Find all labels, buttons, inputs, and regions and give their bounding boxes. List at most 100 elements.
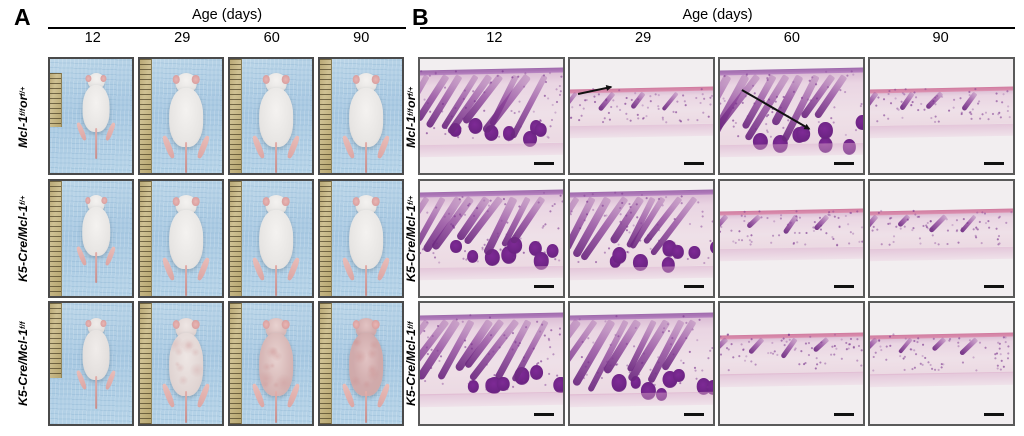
panel-a-row-label-2: K5-Cre/Mcl-1 f/f [15, 321, 30, 407]
mouse-ear [84, 197, 91, 205]
scale-bar [684, 413, 704, 416]
nuclei-speckle [720, 181, 863, 296]
panel-a-header: Age (days) 12 29 60 90 [48, 8, 406, 46]
subcutaneous-layer [720, 142, 863, 158]
panel-b-column-label-12: 12 [486, 30, 503, 46]
mouse-subject [339, 193, 392, 296]
scale-bar [534, 162, 554, 165]
mouse-tail [94, 128, 98, 159]
mouse-photo-tile [138, 57, 224, 175]
mouse-ear [372, 319, 380, 330]
mouse-ear [352, 74, 360, 84]
mouse-photo-tile [228, 301, 314, 426]
ruler-strip [320, 181, 332, 296]
panel-a-row-label-0: Mcl-1 f/f or f/+ [15, 86, 30, 148]
nuclei-speckle [870, 181, 1013, 296]
mouse-tail [94, 376, 98, 409]
panel-b-column-label-60: 60 [783, 30, 800, 46]
panel-b-header-rule [420, 26, 1015, 29]
nuclei-speckle [870, 59, 1013, 173]
histology-tile [568, 301, 715, 426]
ruler-strip [320, 303, 332, 424]
mouse-tail [184, 390, 188, 424]
mouse-subject [249, 193, 302, 296]
mouse-subject [249, 316, 302, 424]
scale-bar [534, 413, 554, 416]
ruler-strip [320, 59, 332, 173]
ruler-strip [140, 303, 152, 424]
scale-bar [834, 285, 854, 288]
mouse-subject [339, 316, 392, 424]
panel-a-column-label-29: 29 [174, 30, 191, 46]
histology-tile [718, 179, 865, 298]
ruler-strip [50, 303, 62, 379]
histology-tile [418, 179, 565, 298]
ruler-strip [50, 181, 62, 296]
subcutaneous-layer [420, 265, 563, 280]
mouse-ear [172, 74, 180, 84]
mouse-photo-tile [48, 57, 134, 175]
panel-a-column-label-60: 60 [263, 30, 280, 46]
panel-b-column-label-29: 29 [635, 30, 652, 46]
mouse-photo-tile [138, 301, 224, 426]
mouse-photo-tile [48, 301, 134, 426]
mouse-body [168, 209, 204, 270]
mouse-body [258, 87, 294, 147]
mouse-subject [159, 316, 212, 424]
mouse-ear [100, 197, 107, 205]
mouse-ear [262, 74, 270, 84]
panel-a-column-label-12: 12 [84, 30, 101, 46]
mouse-tail [94, 252, 98, 284]
ruler-strip [140, 181, 152, 296]
subcutaneous-layer [870, 246, 1013, 261]
scale-bar [684, 285, 704, 288]
scale-bar [534, 285, 554, 288]
scale-bar [984, 285, 1004, 288]
mouse-tail [184, 264, 188, 296]
subcutaneous-layer [420, 391, 563, 407]
mouse-ear [172, 319, 180, 330]
ruler-strip [230, 181, 242, 296]
follicle-bulb [564, 130, 565, 147]
mouse-subject [69, 193, 122, 288]
mouse-photo-tile [318, 301, 404, 426]
mouse-body [168, 333, 204, 396]
scale-bar [834, 413, 854, 416]
mouse-photo-tile [318, 57, 404, 175]
mouse-ear [262, 319, 270, 330]
coat-mottling [258, 333, 294, 396]
mouse-body [168, 87, 204, 147]
scale-bar [984, 413, 1004, 416]
mouse-ear [282, 197, 290, 206]
histology-tile [868, 179, 1015, 298]
mouse-body [81, 207, 111, 256]
mouse-ear [192, 319, 200, 330]
mouse-subject [249, 71, 302, 173]
panel-b-column-label-90: 90 [932, 30, 949, 46]
mouse-body [258, 333, 294, 396]
mouse-tail [364, 264, 368, 296]
mouse-subject [69, 71, 122, 165]
subcutaneous-layer [570, 265, 713, 280]
scale-bar [684, 162, 704, 165]
panel-letter-a: A [14, 4, 31, 30]
mouse-photo-tile [48, 179, 134, 298]
mouse-body [82, 84, 110, 132]
ruler-strip [230, 303, 242, 424]
coat-mottling [348, 333, 384, 396]
subcutaneous-layer [420, 142, 563, 158]
mouse-subject [339, 71, 392, 173]
mouse-photo-tile [228, 179, 314, 298]
mouse-body [258, 209, 294, 270]
mouse-ear [172, 197, 180, 206]
panel-a-column-label-90: 90 [353, 30, 370, 46]
mouse-photo-tile [228, 57, 314, 175]
mouse-ear [282, 74, 290, 84]
panel-letter-b: B [412, 4, 429, 30]
mouse-ear [262, 197, 270, 206]
mouse-photo-tile [318, 179, 404, 298]
mouse-tail [184, 141, 188, 173]
histology-tile [868, 301, 1015, 426]
mouse-ear [85, 319, 91, 328]
